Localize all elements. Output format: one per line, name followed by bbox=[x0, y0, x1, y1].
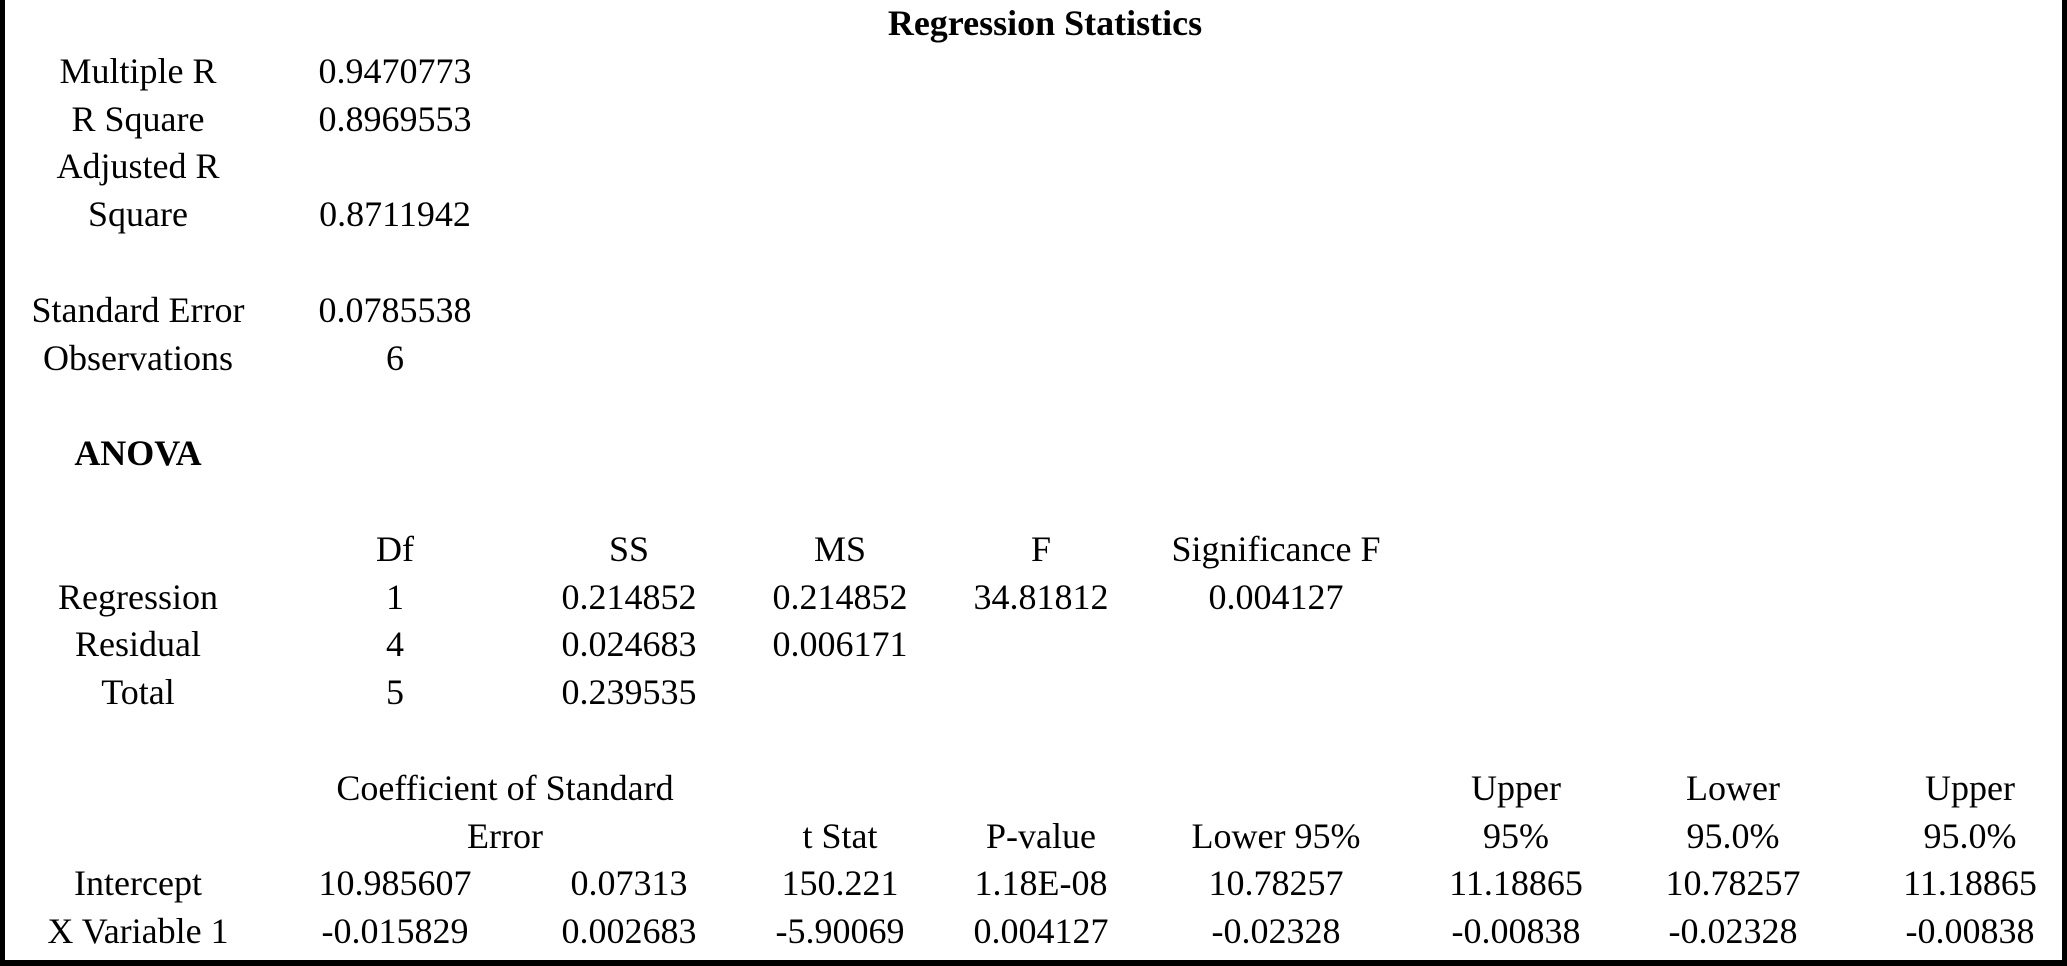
cell-value: 0.006171 bbox=[772, 624, 908, 665]
stat-label: Multiple R bbox=[59, 50, 217, 91]
column-header: Lower 95% bbox=[1191, 815, 1361, 856]
column-header: F bbox=[1030, 528, 1052, 569]
stat-label: Adjusted R Square bbox=[56, 146, 220, 235]
column-header: Upper 95% bbox=[1471, 767, 1561, 856]
stat-value: 6 bbox=[386, 337, 404, 378]
row-label: Residual bbox=[75, 624, 201, 665]
cell-value: 34.81812 bbox=[973, 576, 1109, 617]
column-header: MS bbox=[813, 528, 867, 569]
cell-value: -0.02328 bbox=[1211, 911, 1341, 952]
section-title: ANOVA bbox=[74, 433, 202, 474]
cell-value: -5.90069 bbox=[775, 911, 905, 952]
stat-label: Standard Error bbox=[31, 289, 245, 330]
stat-value: 0.8969553 bbox=[318, 98, 472, 139]
cell-value: 10.78257 bbox=[1208, 863, 1344, 904]
row-label: X Variable 1 bbox=[47, 911, 229, 952]
column-header: t Stat bbox=[802, 815, 878, 856]
cell-value: 0.004127 bbox=[973, 911, 1109, 952]
cell-value: 11.18865 bbox=[1903, 863, 2037, 904]
cell-value: 10.985607 bbox=[318, 863, 472, 904]
stat-value: 0.9470773 bbox=[318, 50, 472, 91]
left-border bbox=[0, 0, 5, 966]
cell-value: -0.015829 bbox=[321, 911, 469, 952]
column-header: P-value bbox=[986, 815, 1096, 856]
stat-label: R Square bbox=[71, 98, 205, 139]
stat-label: Observations bbox=[43, 337, 233, 378]
cell-value: 0.024683 bbox=[561, 624, 697, 665]
stat-value: 0.0785538 bbox=[318, 289, 472, 330]
cell-value: 0.214852 bbox=[772, 576, 908, 617]
cell-value: 0.239535 bbox=[561, 672, 697, 713]
column-header: Df bbox=[376, 528, 414, 569]
column-header: Significance F bbox=[1171, 528, 1381, 569]
cell-value: 4 bbox=[386, 624, 404, 665]
column-header: Lower 95.0% bbox=[1686, 767, 1780, 856]
cell-value: 11.18865 bbox=[1449, 863, 1583, 904]
cell-value: -0.02328 bbox=[1668, 911, 1798, 952]
bottom-border bbox=[0, 960, 2067, 966]
column-header: Coefficient of Standard Error bbox=[336, 767, 674, 856]
cell-value: 1 bbox=[386, 576, 404, 617]
stat-value: 0.8711942 bbox=[319, 194, 471, 235]
row-label: Intercept bbox=[74, 863, 202, 904]
cell-value: 10.78257 bbox=[1665, 863, 1801, 904]
cell-value: 0.07313 bbox=[570, 863, 688, 904]
row-label: Total bbox=[101, 672, 175, 713]
section-title: Regression Statistics bbox=[887, 3, 1203, 43]
cell-value: -0.00838 bbox=[1905, 911, 2035, 952]
cell-value: 5 bbox=[386, 672, 404, 713]
cell-value: 0.214852 bbox=[561, 576, 697, 617]
column-header: Upper 95.0% bbox=[1923, 767, 2017, 856]
cell-value: 0.004127 bbox=[1208, 576, 1344, 617]
cell-value: 1.18E-08 bbox=[974, 863, 1108, 904]
row-label: Regression bbox=[58, 576, 218, 617]
cell-value: 150.221 bbox=[781, 863, 899, 904]
right-border bbox=[2062, 0, 2067, 966]
column-header: SS bbox=[608, 528, 650, 569]
cell-value: 0.002683 bbox=[561, 911, 697, 952]
cell-value: -0.00838 bbox=[1451, 911, 1581, 952]
